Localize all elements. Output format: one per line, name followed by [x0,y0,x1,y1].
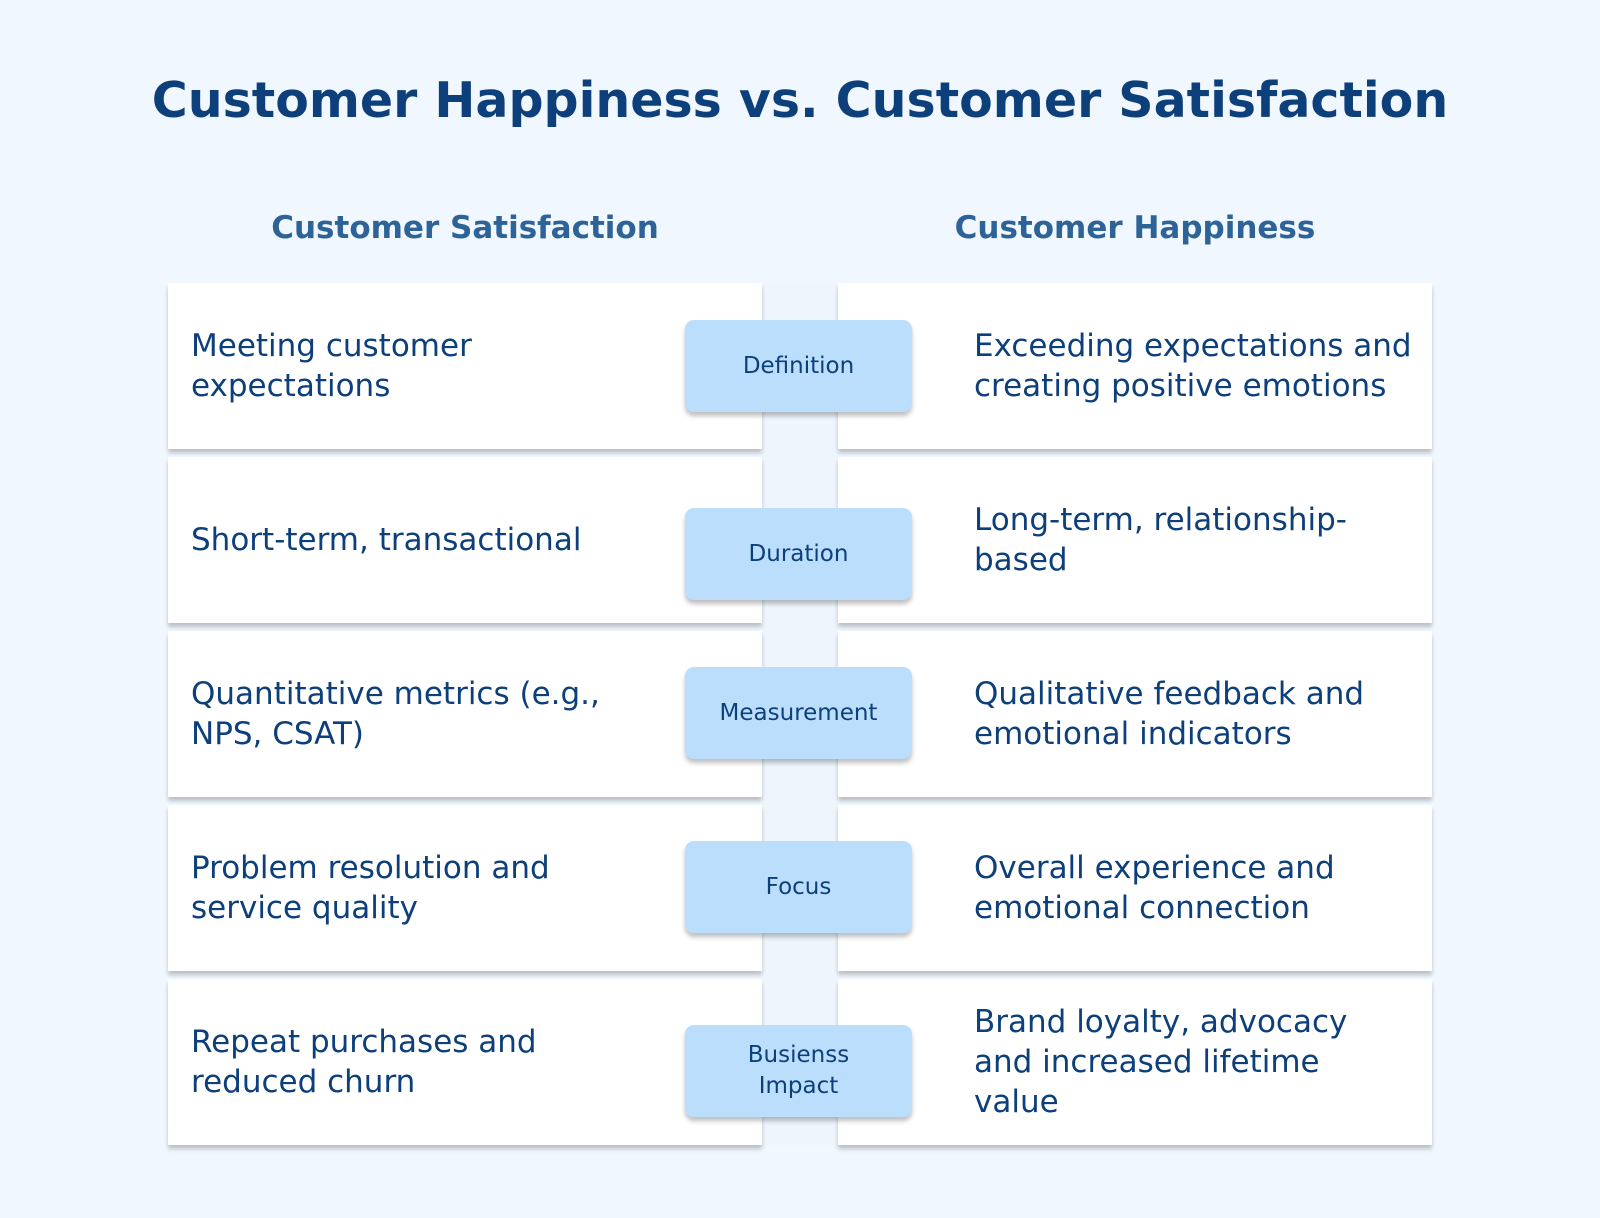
happiness-card: Brand loyalty, advocacy and increased li… [838,979,1432,1145]
page-title: Customer Happiness vs. Customer Satisfac… [151,72,1449,129]
category-label: Definition [685,320,912,412]
satisfaction-text: Meeting customer expectations [191,328,472,404]
category-label-text: Measurement [719,699,878,726]
happiness-card: Exceeding expectations and creating posi… [838,283,1432,449]
happiness-text: Overall experience and emotional connect… [974,850,1335,926]
happiness-text: Long-term, relationship-based [974,502,1347,578]
happiness-text: Qualitative feedback and emotional indic… [974,676,1365,752]
satisfaction-card: Short-term, transactional [168,457,762,623]
category-label-text: Definition [742,352,855,379]
satisfaction-card: Problem resolution and service quality [168,805,762,971]
category-label-text: Busienss Impact [747,1042,850,1099]
happiness-card: Qualitative feedback and emotional indic… [838,631,1432,797]
satisfaction-card: Quantitative metrics (e.g., NPS, CSAT) [168,631,762,797]
category-label: Measurement [685,667,912,759]
category-label-text: Duration [748,540,849,567]
satisfaction-card: Meeting customer expectations [168,283,762,449]
category-label: Busienss Impact [685,1025,912,1117]
satisfaction-text: Problem resolution and service quality [191,850,550,926]
happiness-card: Long-term, relationship-based [838,457,1432,623]
category-label: Duration [685,508,912,600]
satisfaction-card: Repeat purchases and reduced churn [168,979,762,1145]
satisfaction-text: Repeat purchases and reduced churn [191,1024,537,1100]
satisfaction-text: Quantitative metrics (e.g., NPS, CSAT) [191,676,600,752]
happiness-text: Exceeding expectations and creating posi… [974,328,1412,404]
happiness-text: Brand loyalty, advocacy and increased li… [974,1004,1348,1120]
satisfaction-text: Short-term, transactional [191,522,582,558]
category-label: Focus [685,841,912,933]
happiness-card: Overall experience and emotional connect… [838,805,1432,971]
column-header-happiness: Customer Happiness [954,210,1316,246]
column-header-satisfaction: Customer Satisfaction [271,210,659,246]
category-label-text: Focus [765,873,832,900]
